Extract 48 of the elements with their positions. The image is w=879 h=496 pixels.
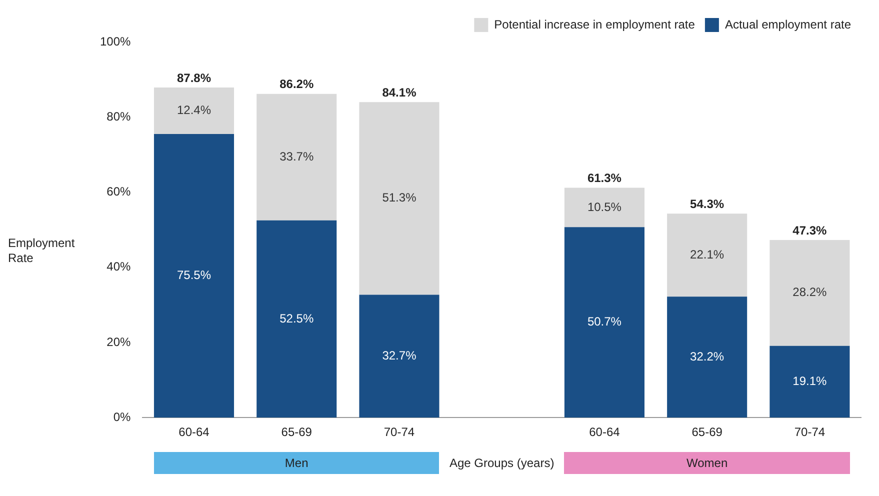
bar <box>667 214 748 297</box>
total-label: 86.2% <box>280 77 314 92</box>
bar <box>667 296 748 418</box>
y-axis-title: Employment Rate <box>8 236 76 266</box>
text: Men <box>154 452 440 474</box>
data-label: 22.1% <box>690 247 724 262</box>
y-tick-label: 80% <box>106 109 132 124</box>
bar <box>154 87 234 134</box>
data-label: 28.2% <box>792 285 828 300</box>
total-label: 84.1% <box>382 85 417 100</box>
data-label: 75.5% <box>176 268 212 282</box>
x-tick-label: 70-74 <box>384 425 415 440</box>
x-tick-label: 60-64 <box>589 425 620 440</box>
bar <box>154 134 234 418</box>
data-label: 32.2% <box>690 349 724 364</box>
y-tick-label: 100% <box>100 34 132 48</box>
bar <box>256 220 337 418</box>
total-label: 87.8% <box>176 70 212 85</box>
x-tick-label: 65-69 <box>281 425 312 440</box>
total-label: 61.3% <box>587 171 622 186</box>
data-label: 12.4% <box>176 103 212 118</box>
total-label: 54.3% <box>690 196 724 211</box>
bar <box>564 188 644 228</box>
data-label: 32.7% <box>382 348 417 362</box>
data-label: 33.7% <box>280 149 314 164</box>
text: Women <box>564 452 850 474</box>
x-tick-label: 70-74 <box>794 425 826 440</box>
bar <box>770 346 850 418</box>
bar <box>564 227 644 418</box>
bar <box>359 294 440 418</box>
y-tick-label: 0% <box>113 410 132 424</box>
data-label: 19.1% <box>792 374 828 388</box>
bar <box>359 102 440 295</box>
total-label: 47.3% <box>792 223 828 238</box>
data-label: 50.7% <box>587 314 622 329</box>
y-tick-label: 60% <box>106 184 132 199</box>
x-axis-title: Age Groups (years) <box>448 455 556 472</box>
bar <box>770 240 850 346</box>
x-tick-label: 60-64 <box>178 425 210 440</box>
data-label: 51.3% <box>382 190 417 205</box>
x-tick-label: 65-69 <box>692 425 723 440</box>
bar <box>256 94 337 220</box>
data-label: 10.5% <box>587 200 622 214</box>
legend-label: Potential increase in employment rate <box>494 17 696 32</box>
data-label: 52.5% <box>280 311 314 326</box>
y-tick-label: 20% <box>106 334 132 349</box>
legend-label: Actual employment rate <box>724 17 852 32</box>
y-tick-label: 40% <box>106 260 132 274</box>
